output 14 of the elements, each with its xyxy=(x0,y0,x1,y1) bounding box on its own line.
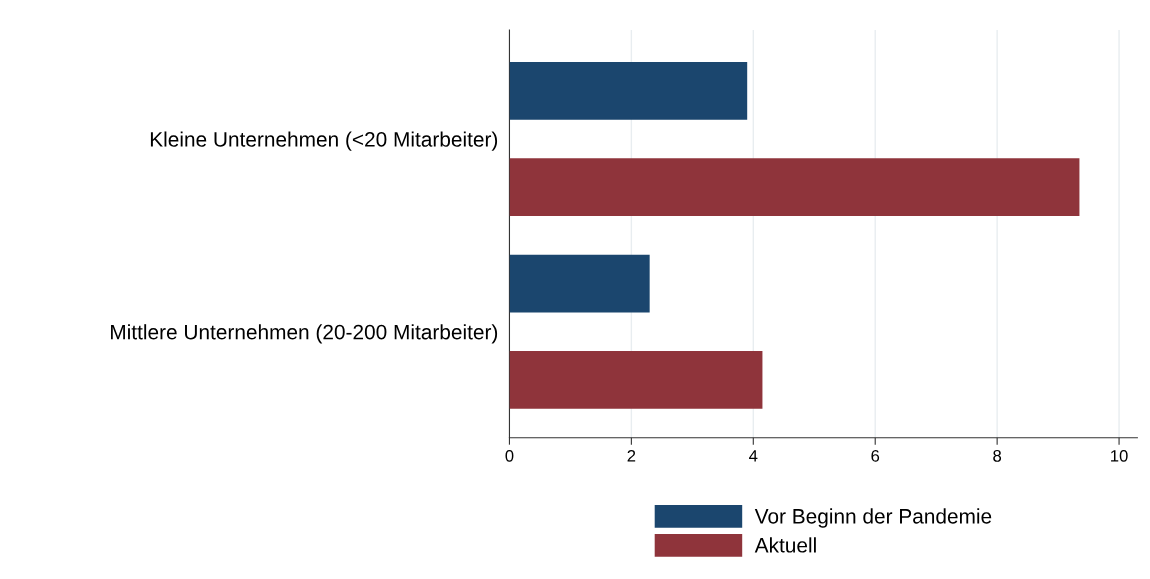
x-tick-label: 2 xyxy=(627,449,636,462)
bar xyxy=(509,61,748,120)
x-tick-label: 6 xyxy=(871,449,880,462)
legend-label: Aktuell xyxy=(754,537,816,553)
bar xyxy=(509,158,1080,217)
y-tick-label: Mittlere Unternehmen (20-200 Mitarbeiter) xyxy=(111,324,498,344)
x-tick-label: 10 xyxy=(1111,449,1128,462)
x-tick-label: 8 xyxy=(993,449,1002,462)
legend-label: Vor Beginn der Pandemie xyxy=(754,508,992,528)
y-tick-label: Kleine Unternehmen (<20 Mitarbeiter) xyxy=(150,131,498,151)
bar xyxy=(509,254,650,313)
x-tick-label: 0 xyxy=(505,449,514,462)
bar xyxy=(509,351,763,409)
x-tick-label: 4 xyxy=(749,450,758,462)
